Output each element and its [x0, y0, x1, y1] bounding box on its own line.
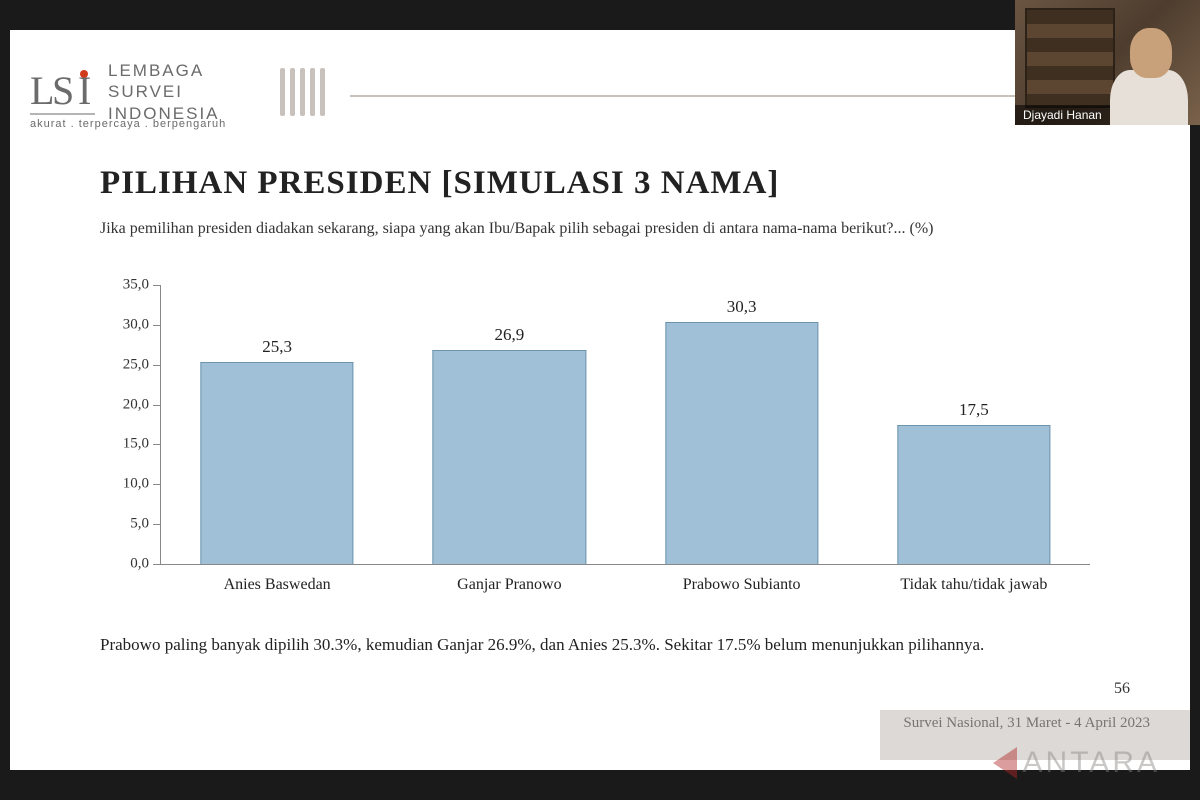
- presenter-head: [1130, 28, 1172, 78]
- plot-area: 25,3Anies Baswedan26,9Ganjar Pranowo30,3…: [160, 285, 1090, 565]
- bar: 17,5: [897, 425, 1050, 565]
- y-tick: [153, 484, 161, 485]
- y-axis-label: 30,0: [123, 316, 149, 333]
- presenter-webcam: Djayadi Hanan: [1015, 0, 1200, 125]
- slide-subtitle: Jika pemilihan presiden diadakan sekaran…: [100, 220, 933, 238]
- y-tick: [153, 564, 161, 565]
- bars-row: 25,3Anies Baswedan26,9Ganjar Pranowo30,3…: [161, 285, 1090, 564]
- presenter-name: Djayadi Hanan: [1015, 105, 1110, 125]
- bar: 30,3: [665, 322, 818, 564]
- bar-slot: 26,9Ganjar Pranowo: [393, 285, 625, 564]
- x-axis-label: Ganjar Pranowo: [457, 576, 561, 594]
- watermark-text: ANTARA: [1023, 746, 1160, 780]
- bar-value-label: 17,5: [959, 400, 989, 420]
- footnote: Prabowo paling banyak dipilih 30.3%, kem…: [100, 635, 984, 655]
- y-axis-label: 5,0: [130, 516, 149, 533]
- y-axis-label: 15,0: [123, 436, 149, 453]
- slide: L S I LEMBAGA SURVEI INDONESIA akurat . …: [10, 30, 1190, 770]
- y-axis-label: 25,0: [123, 356, 149, 373]
- svg-text:I: I: [78, 68, 91, 113]
- y-tick: [153, 524, 161, 525]
- y-tick: [153, 325, 161, 326]
- x-axis-label: Anies Baswedan: [224, 576, 331, 594]
- y-axis-label: 35,0: [123, 277, 149, 294]
- org-name: LEMBAGA SURVEI INDONESIA: [108, 60, 220, 124]
- watermark-icon: [993, 747, 1017, 779]
- y-tick: [153, 365, 161, 366]
- bar-value-label: 30,3: [727, 297, 757, 317]
- org-name-line: LEMBAGA: [108, 60, 220, 81]
- y-tick: [153, 285, 161, 286]
- y-tick: [153, 405, 161, 406]
- svg-text:L: L: [30, 68, 54, 113]
- org-logo: L S I LEMBAGA SURVEI INDONESIA: [30, 60, 220, 124]
- bar-slot: 25,3Anies Baswedan: [161, 285, 393, 564]
- decorative-bars: [280, 68, 325, 116]
- y-axis-label: 10,0: [123, 476, 149, 493]
- bar: 25,3: [200, 362, 353, 564]
- x-axis-label: Tidak tahu/tidak jawab: [900, 576, 1047, 594]
- y-axis-label: 20,0: [123, 396, 149, 413]
- bar-value-label: 26,9: [495, 325, 525, 345]
- org-name-line: SURVEI: [108, 81, 220, 102]
- presenter-body: [1110, 70, 1188, 125]
- org-tagline: akurat . terpercaya . berpengaruh: [30, 118, 226, 130]
- bar-chart: 25,3Anies Baswedan26,9Ganjar Pranowo30,3…: [100, 275, 1100, 605]
- bar-value-label: 25,3: [262, 337, 292, 357]
- bar-slot: 30,3Prabowo Subianto: [626, 285, 858, 564]
- logo-mark: L S I: [30, 64, 100, 119]
- watermark: ANTARA: [993, 746, 1160, 780]
- y-axis-label: 0,0: [130, 556, 149, 573]
- svg-text:S: S: [52, 68, 74, 113]
- bar: 26,9: [433, 350, 586, 564]
- y-tick: [153, 444, 161, 445]
- slide-title: PILIHAN PRESIDEN [SIMULASI 3 NAMA]: [100, 165, 779, 202]
- x-axis-label: Prabowo Subianto: [683, 576, 801, 594]
- bar-slot: 17,5Tidak tahu/tidak jawab: [858, 285, 1090, 564]
- header: L S I LEMBAGA SURVEI INDONESIA akurat . …: [10, 60, 1190, 130]
- bookshelf: [1025, 8, 1115, 108]
- page-number: 56: [1114, 680, 1130, 698]
